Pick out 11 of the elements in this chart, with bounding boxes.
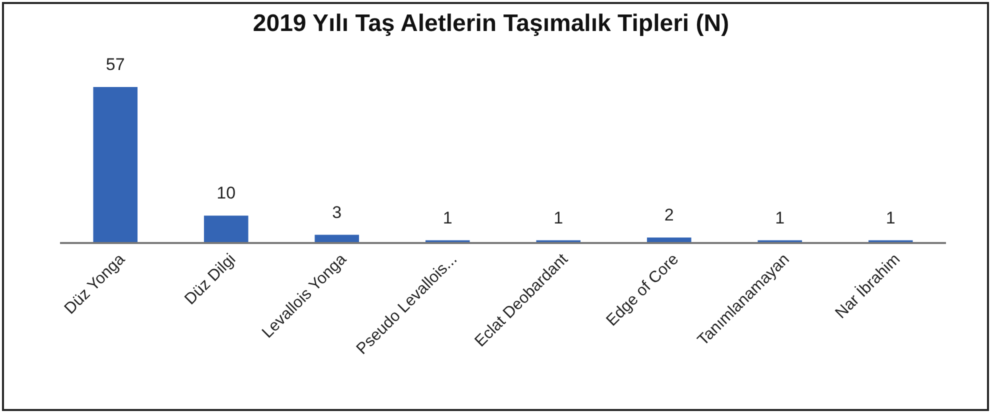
data-label: 3 xyxy=(332,202,342,222)
data-label: 1 xyxy=(442,208,452,228)
chart-title: 2019 Yılı Taş Aletlerin Taşımalık Tipleri (N) xyxy=(252,10,730,37)
data-label: 1 xyxy=(775,208,785,228)
data-label: 1 xyxy=(554,208,564,228)
data-label: 2 xyxy=(664,206,674,225)
data-label: 57 xyxy=(106,55,125,74)
bar xyxy=(93,87,138,243)
data-label: 10 xyxy=(216,184,236,203)
bar xyxy=(204,216,248,243)
data-label: 1 xyxy=(886,208,896,228)
